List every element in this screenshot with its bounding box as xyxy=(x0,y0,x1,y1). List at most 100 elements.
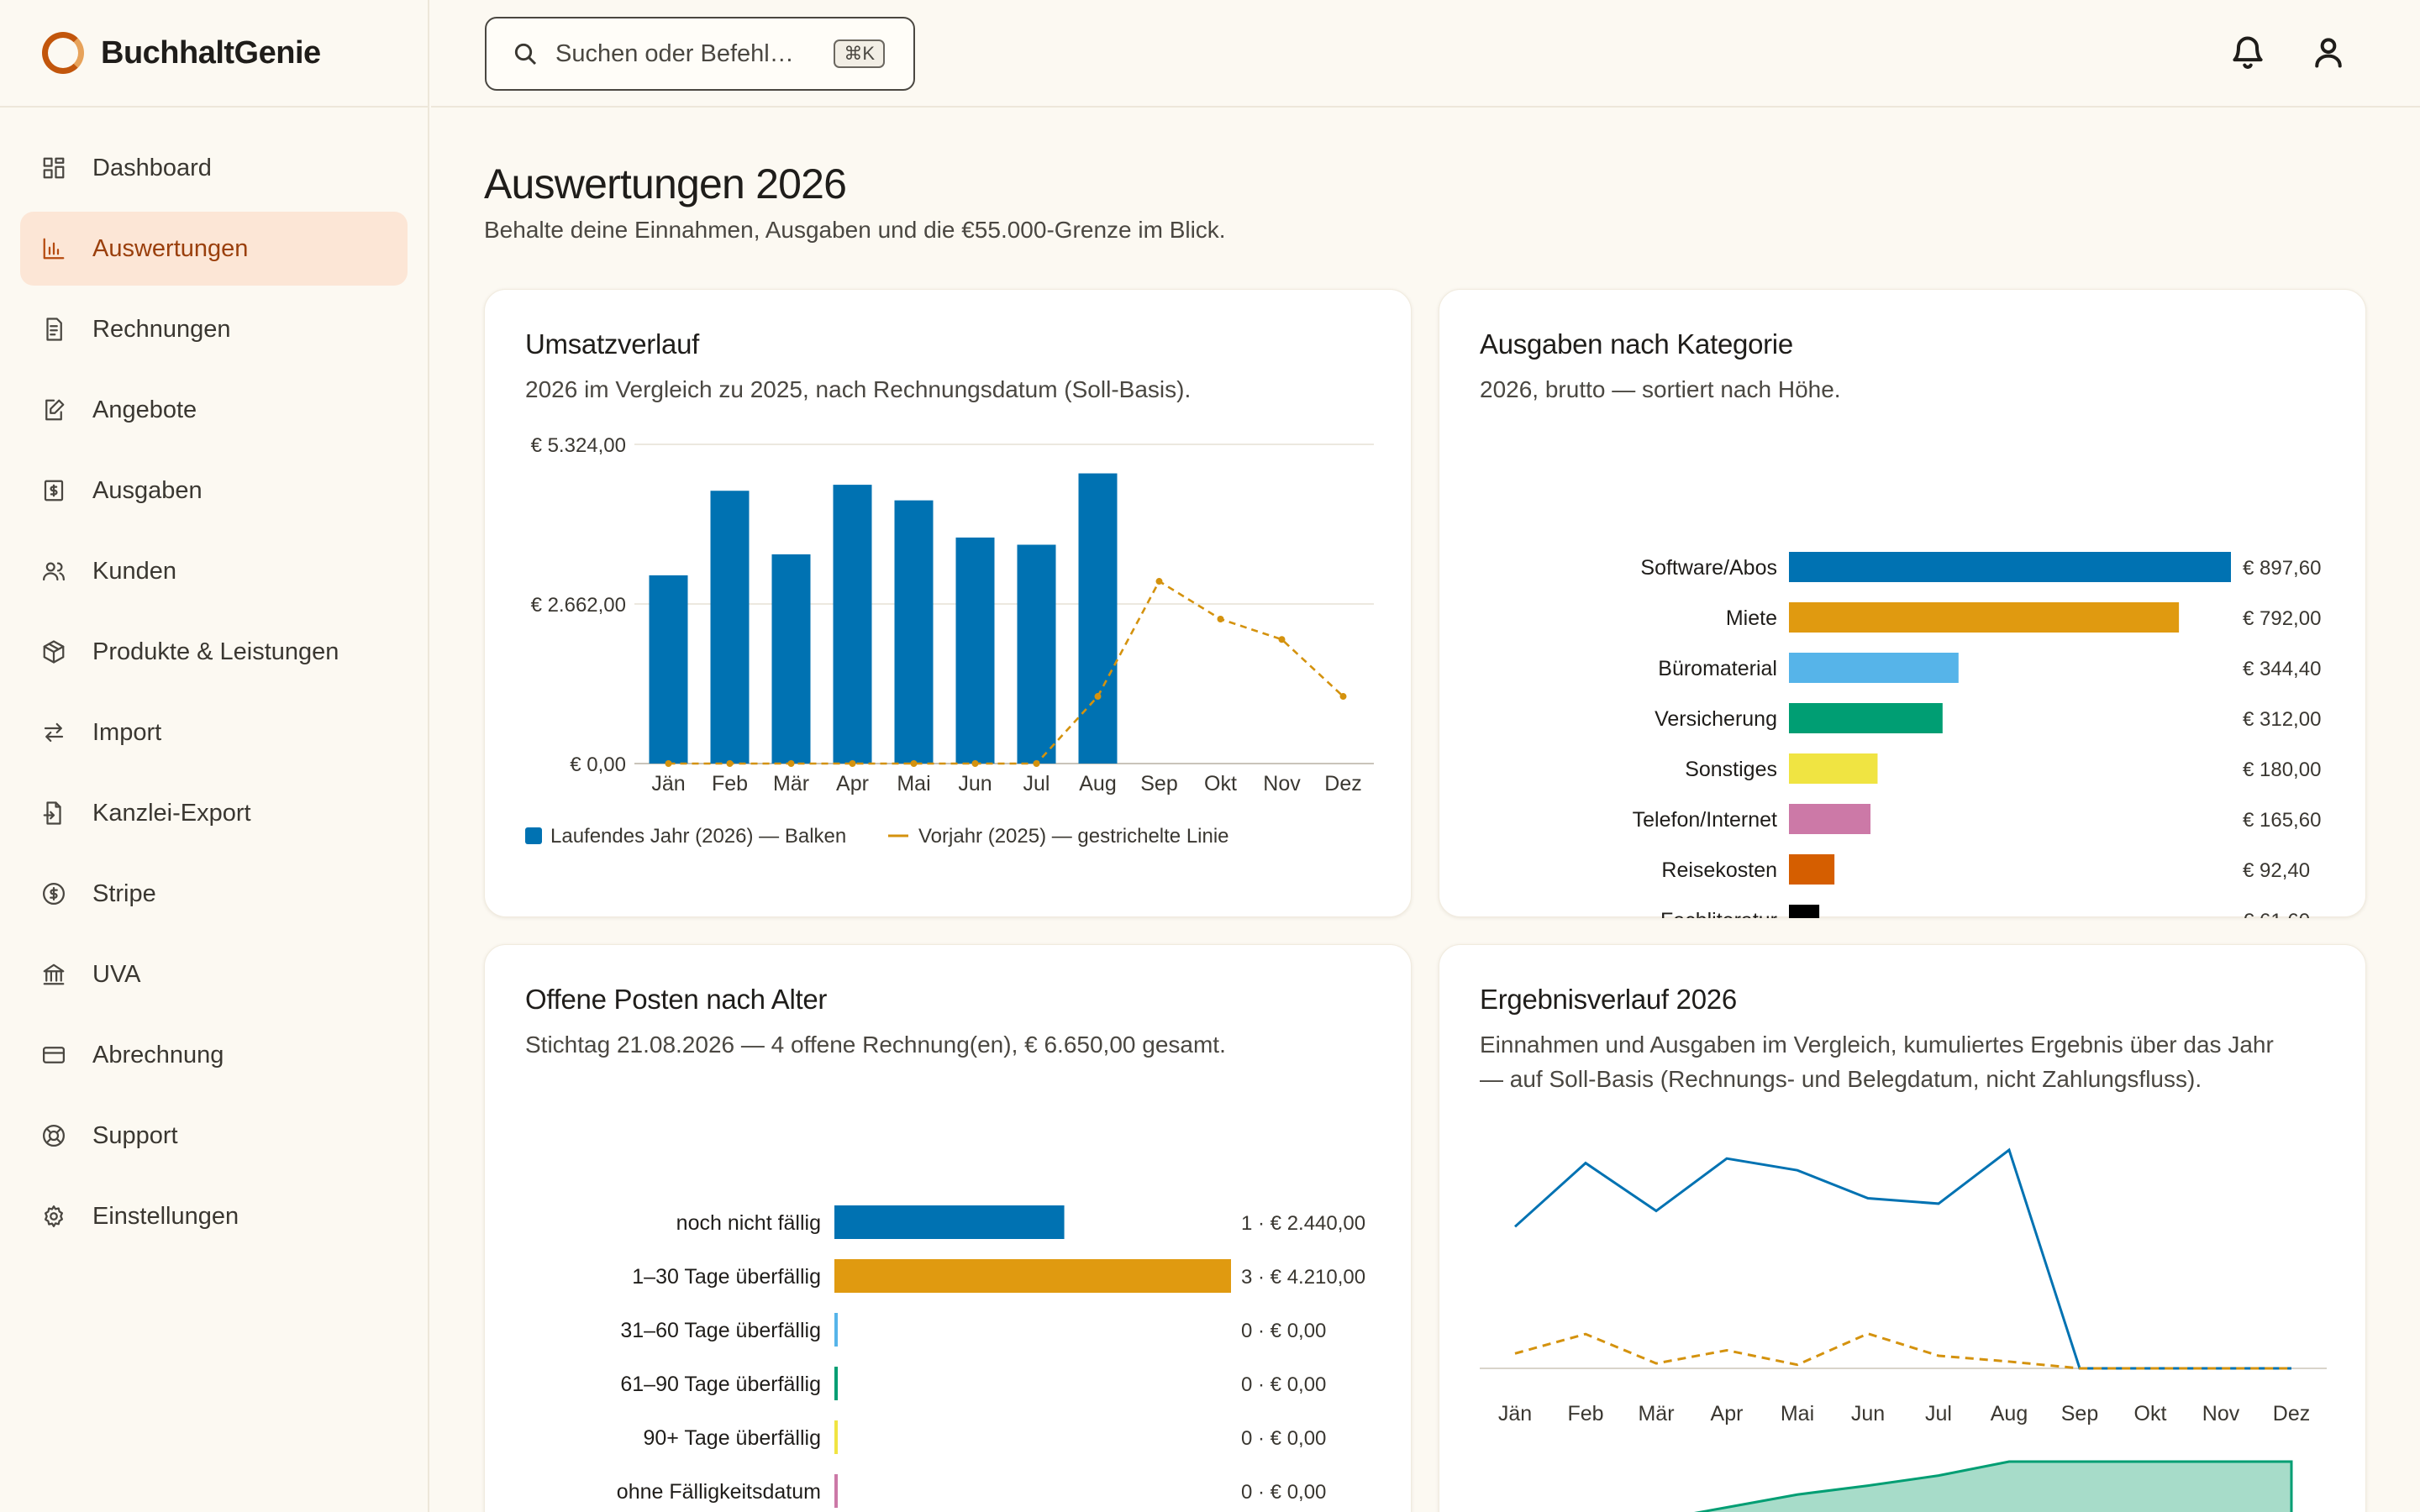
sidebar-item-label: Support xyxy=(92,1121,178,1149)
offene-posten-card: Offene Posten nach Alter Stichtag 21.08.… xyxy=(484,944,1412,1512)
notifications-button[interactable] xyxy=(2229,34,2270,74)
sidebar-item-uva[interactable]: UVA xyxy=(20,937,408,1011)
line-vorjahr xyxy=(668,580,1344,765)
x-tick-label: Mai xyxy=(1781,1402,1814,1425)
sidebar-item-rechnungen[interactable]: Rechnungen xyxy=(20,292,408,366)
sidebar-item-auswertungen[interactable]: Auswertungen xyxy=(20,212,408,286)
x-tick-label: Feb xyxy=(712,772,748,795)
x-tick-label: Nov xyxy=(1263,772,1301,795)
lifebuoy-icon xyxy=(40,1122,67,1149)
shortcut-badge: ⌘K xyxy=(834,39,885,68)
x-tick-label: Dez xyxy=(2273,1402,2310,1425)
value-label: 0 · € 0,00 xyxy=(1241,1373,1326,1396)
category-label: Büromaterial xyxy=(1658,657,1777,680)
card-subtitle-line: — auf Soll-Basis (Rechnungs- und Belegda… xyxy=(1480,1066,2202,1092)
sidebar-item-label: Dashboard xyxy=(92,154,212,181)
value-label: € 897,60 xyxy=(2243,557,2321,580)
area-kumuliertes-ergebnis xyxy=(1693,1460,2293,1512)
bar-apr xyxy=(833,485,872,764)
value-label: € 312,00 xyxy=(2243,708,2321,731)
sidebar-item-dashboard[interactable]: Dashboard xyxy=(20,131,408,205)
bar-mär xyxy=(771,554,811,764)
x-tick-label: Jun xyxy=(1851,1402,1885,1425)
umsatz-chart: € 0,00 € 2.662,00 € 5.324,00 Jän Feb Mär Apr Ma… xyxy=(525,434,1374,848)
x-tick-label: Apr xyxy=(1711,1402,1744,1425)
sidebar-item-angebote[interactable]: Angebote xyxy=(20,373,408,447)
sidebar-item-label: Auswertungen xyxy=(92,234,249,262)
x-tick-label: Jul xyxy=(1023,772,1050,795)
sidebar-item-label: Kunden xyxy=(92,557,176,585)
category-label: 31–60 Tage überfällig xyxy=(620,1319,821,1342)
category-label: Telefon/Internet xyxy=(1633,808,1777,832)
bell-icon xyxy=(2233,36,2263,69)
x-tick-label: Okt xyxy=(2134,1402,2167,1425)
category-label: Reisekosten xyxy=(1661,858,1777,882)
bar-miete xyxy=(1789,602,2180,633)
sidebar-item-import[interactable]: Import xyxy=(20,696,408,769)
dashboard-icon xyxy=(40,155,67,181)
bar-90-tage-überfällig xyxy=(834,1420,838,1454)
card-title: Offene Posten nach Alter xyxy=(525,984,828,1015)
card-subtitle: Einnahmen und Ausgaben im Vergleich, kum… xyxy=(1480,1027,2274,1096)
y-tick-label: € 2.662,00 xyxy=(531,594,626,617)
sidebar: BuchhaltGenie Dashboard Auswertungen Rechn… xyxy=(0,0,429,1512)
sidebar-item-support[interactable]: Support xyxy=(20,1099,408,1173)
offene-posten-chart: noch nicht fällig 1 · € 2.440,00 1–30 Tage… xyxy=(617,1205,1365,1508)
page-title: Auswertungen 2026 xyxy=(484,160,847,207)
bar-jul xyxy=(1017,544,1056,764)
value-label: € 180,00 xyxy=(2243,759,2321,781)
x-tick-label: Dez xyxy=(1324,772,1361,795)
ausgaben-card: Ausgaben nach Kategorie 2026, brutto — s… xyxy=(1439,289,2366,918)
sidebar-item-einstellungen[interactable]: Einstellungen xyxy=(20,1179,408,1253)
point-vorjahr xyxy=(1217,615,1224,622)
value-label: 0 · € 0,00 xyxy=(1241,1427,1326,1450)
sidebar-item-produkte-leistungen[interactable]: Produkte & Leistungen xyxy=(20,615,408,689)
sidebar-item-kunden[interactable]: Kunden xyxy=(20,534,408,608)
x-tick-label: Mär xyxy=(1638,1402,1674,1425)
legend-swatch-2026 xyxy=(525,827,542,844)
sidebar-item-ausgaben[interactable]: Ausgaben xyxy=(20,454,408,528)
sidebar-item-abrechnung[interactable]: Abrechnung xyxy=(20,1018,408,1092)
point-vorjahr xyxy=(1155,578,1163,585)
sidebar-item-kanzlei-export[interactable]: Kanzlei-Export xyxy=(20,776,408,850)
ergebnis-chart: Jän Feb Mär Apr Mai Jun Jul Aug Sep Okt Nov Dez xyxy=(1480,1147,2327,1512)
x-tick-label: Mai xyxy=(897,772,930,795)
point-vorjahr xyxy=(665,760,672,767)
value-label: 3 · € 4.210,00 xyxy=(1241,1266,1365,1289)
category-label: Software/Abos xyxy=(1640,556,1777,580)
import-arrows-icon xyxy=(40,719,67,746)
sidebar-item-label: Produkte & Leistungen xyxy=(92,638,339,665)
bar-versicherung xyxy=(1789,703,1943,733)
sidebar-nav: Dashboard Auswertungen Rechnungen Angebote A… xyxy=(0,108,428,1284)
value-label: € 61,60 xyxy=(2243,910,2310,918)
bank-icon xyxy=(40,961,67,988)
y-tick-label: € 0,00 xyxy=(570,753,626,776)
topbar: Suchen oder Befehl… ⌘K xyxy=(431,0,2420,108)
sidebar-item-label: Abrechnung xyxy=(92,1041,224,1068)
category-label: 90+ Tage überfällig xyxy=(643,1426,821,1450)
x-tick-label: Jul xyxy=(1925,1402,1952,1425)
point-vorjahr xyxy=(1339,693,1347,701)
value-label: 1 · € 2.440,00 xyxy=(1241,1212,1365,1235)
bar-ohne-fälligkeitsdatum xyxy=(834,1474,838,1508)
bar-1-30-tage-überfällig xyxy=(834,1259,1231,1293)
profile-button[interactable] xyxy=(2310,34,2350,74)
x-tick-label: Apr xyxy=(836,772,869,795)
sidebar-item-stripe[interactable]: Stripe xyxy=(20,857,408,931)
bar-61-90-tage-überfällig xyxy=(834,1367,838,1400)
users-icon xyxy=(40,558,67,585)
search-input[interactable]: Suchen oder Befehl… ⌘K xyxy=(485,17,915,91)
brand[interactable]: BuchhaltGenie xyxy=(0,0,428,108)
sidebar-item-label: Rechnungen xyxy=(92,315,231,343)
y-tick-label: € 5.324,00 xyxy=(531,434,626,457)
sidebar-item-label: Import xyxy=(92,718,162,746)
point-vorjahr xyxy=(1278,636,1286,643)
page-subtitle: Behalte deine Einnahmen, Ausgaben und di… xyxy=(484,217,1226,243)
point-vorjahr xyxy=(1094,693,1102,701)
category-label: 61–90 Tage überfällig xyxy=(620,1373,821,1396)
bar-31-60-tage-überfällig xyxy=(834,1313,838,1347)
sidebar-item-label: Angebote xyxy=(92,396,197,423)
x-tick-label: Sep xyxy=(2061,1402,2098,1425)
card-title: Umsatzverlauf xyxy=(525,328,699,360)
value-label: 0 · € 0,00 xyxy=(1241,1481,1326,1504)
